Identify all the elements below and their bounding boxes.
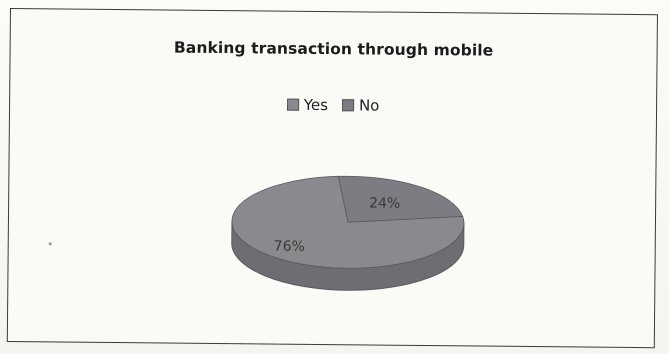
pie-slice-yes: [231, 175, 465, 269]
pie-chart: 76% 24%: [231, 175, 465, 291]
pie-slice-no: [337, 175, 464, 223]
slice-label-yes: 76%: [274, 239, 305, 255]
scan-speck: [48, 242, 52, 246]
slice-label-no: 24%: [369, 195, 400, 211]
chart-area: Banking transaction through mobile Yes N…: [6, 8, 658, 349]
